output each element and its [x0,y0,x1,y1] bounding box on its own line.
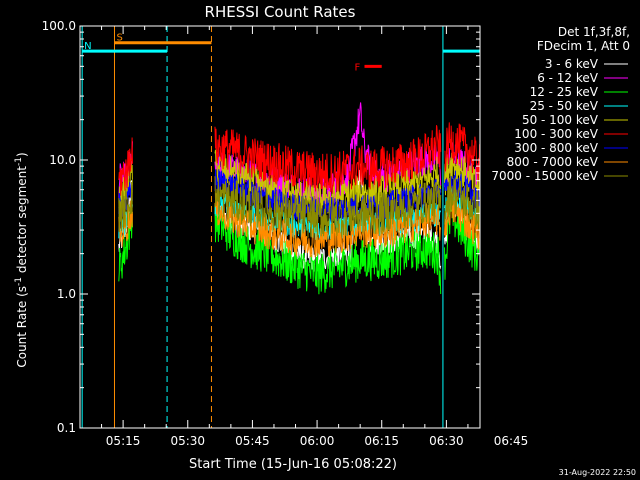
y-tick-label: 10.0 [49,153,76,167]
legend-header-line-2: FDecim 1, Att 0 [537,39,630,53]
x-tick-label: 05:30 [170,434,205,448]
legend-label-2: 6 - 12 keV [537,71,599,85]
legend-label-3: 12 - 25 keV [530,85,599,99]
legend-label-8: 800 - 7000 keV [507,155,599,169]
chart-title: RHESSI Count Rates [205,3,356,21]
x-tick-label: 06:15 [364,434,399,448]
bar-label-f: F [354,62,360,73]
x-tick-label: 05:15 [106,434,141,448]
series-line-6 [118,122,480,196]
legend-label-9: 7000 - 15000 keV [491,169,598,183]
legend-label-6: 100 - 300 keV [514,127,598,141]
y-tick-label: 100.0 [42,19,76,33]
legend: Det 1f,3f,8f, FDecim 1, Att 0 3 - 6 keV6… [491,25,630,183]
legend-label-7: 300 - 800 keV [514,141,598,155]
bar-label-s: S [116,33,122,44]
plot-frame [79,25,481,429]
bar-label-n: N [84,41,91,52]
legend-header-line-1: Det 1f,3f,8f, [558,25,630,39]
x-tick-label: 05:45 [235,434,270,448]
series-line-9 [118,173,480,238]
legend-label-4: 25 - 50 keV [530,99,599,113]
footer-timestamp: 31-Aug-2022 22:50 [559,468,636,477]
axes: 0.1 1.0 10.0 100.0 05:15 05:30 05:45 06:00 06:15… [42,19,529,448]
x-tick-label: 06:30 [429,434,464,448]
plot-area: S N F [81,26,480,428]
x-tick-label: 06:00 [300,434,335,448]
legend-label-5: 50 - 100 keV [522,113,599,127]
x-axis-label: Start Time (15-Jun-16 05:08:22) [189,457,397,472]
y-tick-label: 1.0 [57,287,76,301]
plot-content: S N F [81,26,480,428]
y-tick-label: 0.1 [57,421,76,435]
y-axis-label: Count Rate (s-1 detector segment-1) [14,152,29,367]
x-tick-label: 06:45 [494,434,529,448]
legend-label-1: 3 - 6 keV [545,57,599,71]
